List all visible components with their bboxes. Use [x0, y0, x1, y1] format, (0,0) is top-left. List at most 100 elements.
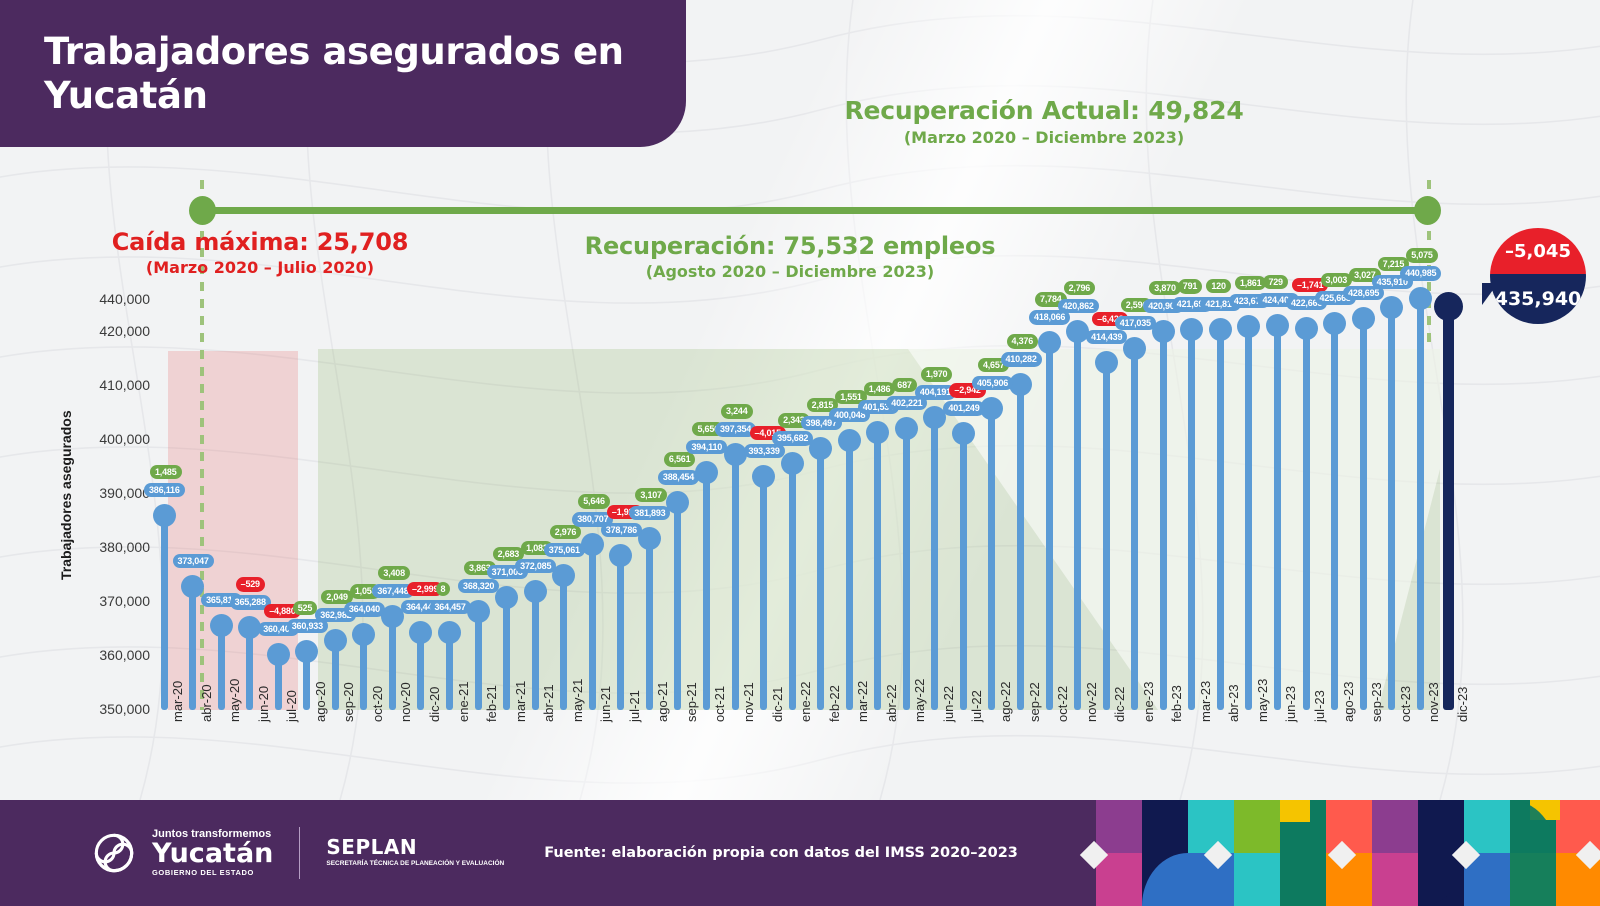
bar[interactable]: [531, 590, 539, 710]
bar-knob[interactable]: [1037, 331, 1061, 355]
bar[interactable]: [503, 596, 511, 710]
bar-knob[interactable]: [580, 533, 604, 557]
bar-knob[interactable]: [1208, 318, 1232, 342]
bar[interactable]: [760, 475, 768, 710]
bar[interactable]: [1443, 306, 1455, 710]
bar-knob[interactable]: [1323, 311, 1347, 335]
bar-knob[interactable]: [1294, 316, 1318, 340]
bar[interactable]: [360, 634, 368, 710]
bar[interactable]: [474, 611, 482, 710]
x-axis-label: jun-20: [255, 685, 271, 722]
bar[interactable]: [1131, 348, 1139, 710]
bar[interactable]: [959, 433, 967, 710]
bar-knob[interactable]: [1237, 315, 1261, 339]
bar[interactable]: [674, 502, 682, 710]
bar-knob[interactable]: [209, 613, 233, 637]
bar[interactable]: [902, 428, 910, 710]
bar-knob[interactable]: [1180, 318, 1204, 342]
bar-knob[interactable]: [1434, 292, 1464, 322]
bar[interactable]: [1102, 362, 1110, 710]
bar-knob[interactable]: [352, 623, 376, 647]
bar-knob[interactable]: [1066, 319, 1090, 343]
bar-knob[interactable]: [181, 574, 205, 598]
bar-knob[interactable]: [1351, 307, 1375, 331]
bar[interactable]: [1273, 324, 1281, 710]
bar[interactable]: [617, 554, 625, 710]
final-value-balloon: –5,045 435,940: [1490, 228, 1586, 324]
bar-knob[interactable]: [1380, 295, 1404, 319]
bar[interactable]: [331, 639, 339, 710]
bar[interactable]: [189, 585, 197, 710]
bar[interactable]: [817, 448, 825, 710]
bar[interactable]: [1245, 326, 1253, 710]
y-tick-label: 420,000: [99, 323, 150, 339]
span-line: [202, 207, 1430, 214]
bar-knob[interactable]: [951, 422, 975, 446]
bar[interactable]: [874, 431, 882, 710]
bar-knob[interactable]: [152, 503, 176, 527]
bar-knob[interactable]: [1094, 351, 1118, 375]
bar[interactable]: [417, 631, 425, 710]
bar[interactable]: [388, 615, 396, 710]
bar-knob[interactable]: [409, 620, 433, 644]
bar[interactable]: [446, 631, 453, 710]
bar[interactable]: [1074, 330, 1082, 710]
bar[interactable]: [1331, 322, 1339, 710]
bar-knob[interactable]: [523, 579, 547, 603]
bar-knob[interactable]: [466, 600, 490, 624]
bar-knob[interactable]: [495, 585, 519, 609]
bar[interactable]: [1416, 298, 1424, 710]
bar-knob[interactable]: [866, 420, 890, 444]
x-axis-label: dic-20: [426, 686, 442, 722]
bar-knob[interactable]: [609, 543, 633, 567]
bar[interactable]: [1188, 329, 1196, 710]
bar-knob[interactable]: [723, 443, 747, 467]
bar-knob[interactable]: [1123, 337, 1147, 360]
bar-knob[interactable]: [1009, 373, 1032, 397]
bar-knob[interactable]: [266, 642, 290, 666]
bar[interactable]: [1017, 384, 1024, 710]
bar[interactable]: [588, 544, 596, 710]
bar-knob[interactable]: [923, 406, 947, 430]
bar[interactable]: [731, 454, 739, 710]
bar-knob[interactable]: [837, 428, 861, 452]
bar-knob[interactable]: [666, 491, 690, 515]
bar-knob[interactable]: [752, 464, 776, 488]
bar-knob[interactable]: [637, 526, 661, 550]
bar[interactable]: [303, 650, 311, 710]
bar-knob[interactable]: [438, 620, 461, 644]
bar[interactable]: [217, 624, 225, 710]
bar[interactable]: [931, 417, 939, 710]
bar-knob[interactable]: [238, 616, 262, 640]
bar[interactable]: [246, 627, 254, 710]
bar-knob[interactable]: [1408, 287, 1432, 311]
bar[interactable]: [845, 439, 853, 710]
bar[interactable]: [1216, 329, 1224, 710]
bar-knob[interactable]: [694, 460, 718, 484]
x-axis-label: ago-20: [312, 681, 328, 722]
bar[interactable]: [1388, 306, 1396, 710]
bar[interactable]: [702, 471, 710, 710]
bar[interactable]: [560, 574, 568, 710]
bar-knob[interactable]: [380, 604, 404, 628]
bar[interactable]: [645, 537, 653, 710]
bar[interactable]: [788, 463, 796, 710]
bar-knob[interactable]: [809, 437, 833, 461]
bar-knob[interactable]: [980, 397, 1004, 421]
bar[interactable]: [1359, 318, 1367, 710]
bar-knob[interactable]: [894, 417, 918, 440]
bar-knob[interactable]: [323, 628, 347, 652]
callout-recovery-title: Recuperación: 75,532 empleos: [584, 232, 996, 260]
bar-knob[interactable]: [295, 639, 319, 663]
bar[interactable]: [988, 408, 996, 710]
bar[interactable]: [1045, 342, 1053, 710]
bar[interactable]: [160, 514, 168, 710]
bar[interactable]: [1302, 327, 1310, 710]
bar-knob[interactable]: [1265, 313, 1289, 337]
x-axis-label: oct-22: [1055, 685, 1071, 722]
bar[interactable]: [274, 653, 282, 710]
bar-knob[interactable]: [780, 452, 804, 476]
bar-knob[interactable]: [552, 563, 576, 587]
bar[interactable]: [1159, 330, 1167, 710]
bar-knob[interactable]: [1151, 319, 1175, 343]
